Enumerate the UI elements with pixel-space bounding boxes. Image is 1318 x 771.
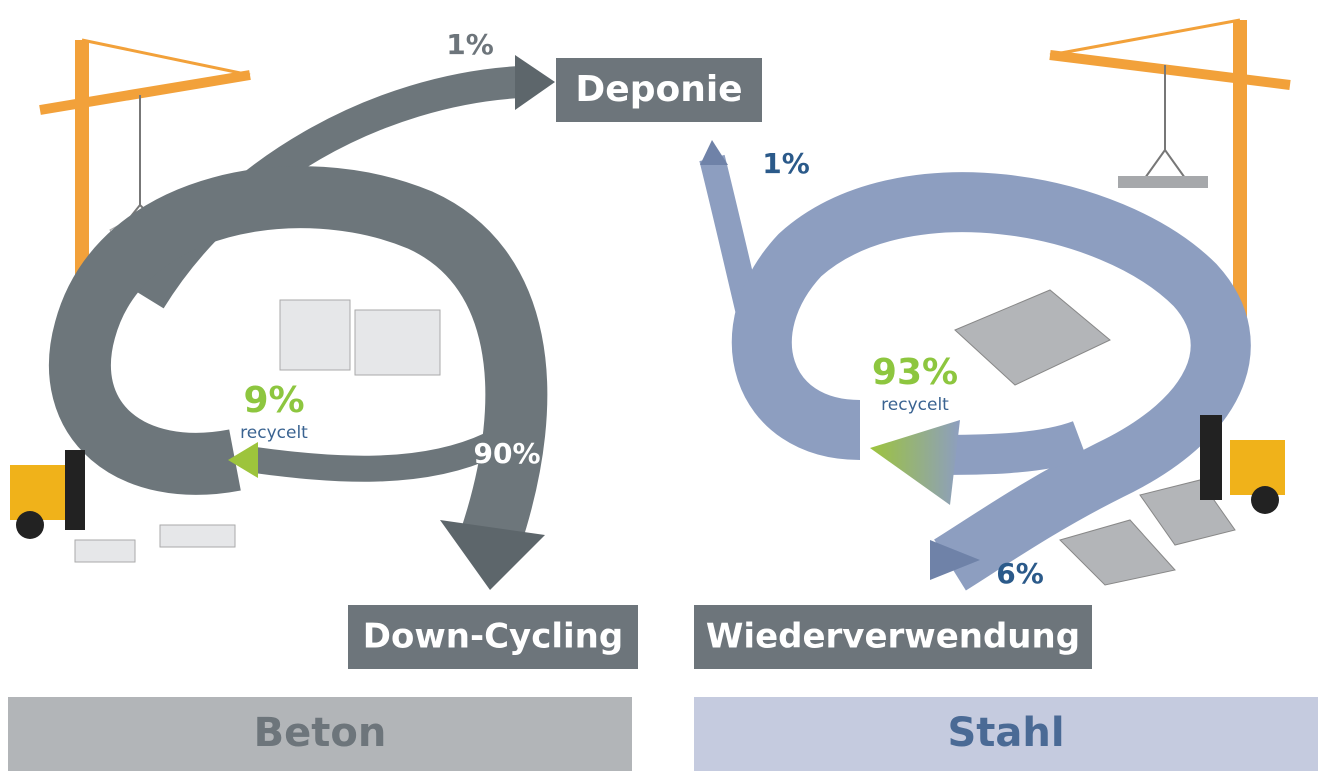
steel-beam <box>1118 176 1208 188</box>
arrowhead <box>930 540 980 580</box>
recycled-share: 9% <box>243 380 304 421</box>
arrowhead <box>228 442 258 478</box>
beton-flow <box>49 66 548 550</box>
forklift-right <box>1200 415 1285 514</box>
arrow-recycle <box>253 433 496 482</box>
label-wiederverwendung: Wiederverwendung <box>706 617 1080 657</box>
forklift-left <box>10 450 85 539</box>
arrowhead <box>515 55 555 110</box>
recycled-label: recycelt <box>240 423 308 443</box>
share: 90% <box>473 437 540 470</box>
label-downcycling: Down-Cycling <box>363 617 623 657</box>
arrow-loop <box>49 166 548 550</box>
recycled-label: recycelt <box>881 395 949 415</box>
title-beton: Beton <box>254 710 387 756</box>
concrete-stack <box>74 299 441 563</box>
crane-right <box>1049 18 1291 330</box>
share: 1% <box>446 28 494 61</box>
arrowhead <box>700 140 728 165</box>
box-wiederverwendung <box>694 605 1092 669</box>
recycled-share: 93% <box>872 352 958 393</box>
share: 1% <box>762 147 810 180</box>
stahl-flow <box>699 154 1251 591</box>
label-deponie: Deponie <box>575 69 742 110</box>
title-stahl: Stahl <box>947 710 1064 756</box>
share: 6% <box>996 557 1044 590</box>
panel-stahl <box>694 697 1318 771</box>
box-deponie <box>556 58 762 122</box>
box-downcycling <box>348 605 638 669</box>
arrow-loop <box>731 172 1251 591</box>
arrowhead <box>440 520 545 590</box>
arrowhead <box>870 420 960 505</box>
panel-beton <box>8 697 632 771</box>
